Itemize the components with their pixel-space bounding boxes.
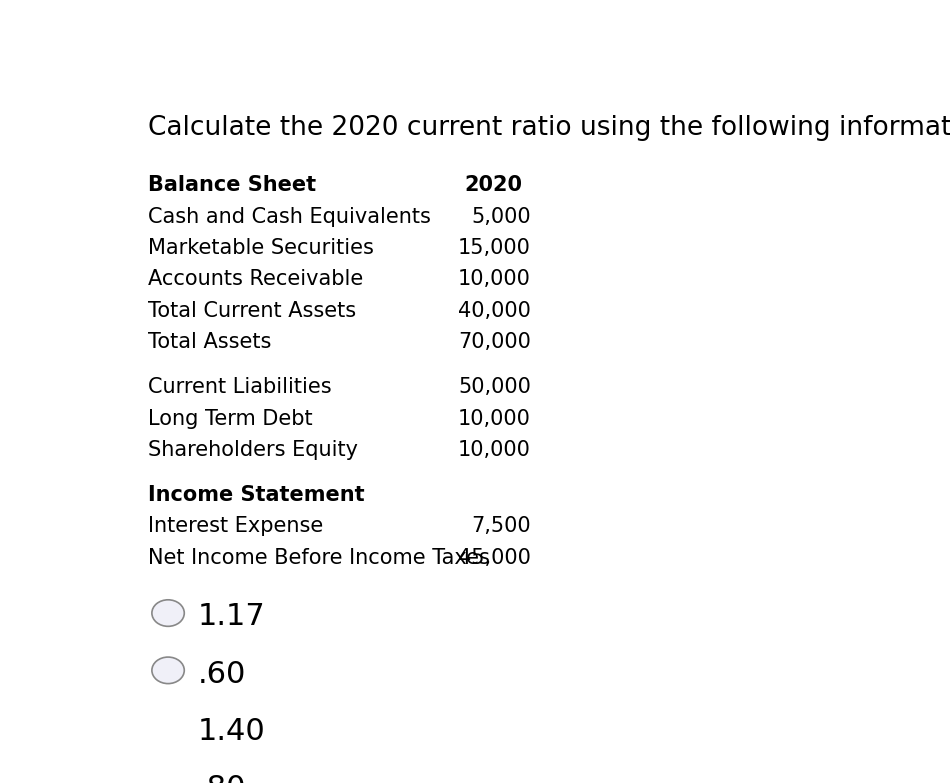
Text: Calculate the 2020 current ratio using the following information:: Calculate the 2020 current ratio using t… (148, 115, 950, 141)
Text: Interest Expense: Interest Expense (148, 516, 323, 536)
Circle shape (152, 771, 184, 783)
Text: 50,000: 50,000 (458, 377, 531, 397)
Text: 5,000: 5,000 (471, 207, 531, 227)
Text: Total Current Assets: Total Current Assets (148, 301, 356, 321)
Text: Current Liabilities: Current Liabilities (148, 377, 332, 397)
Text: 10,000: 10,000 (458, 269, 531, 290)
Text: 70,000: 70,000 (458, 332, 531, 352)
Circle shape (152, 600, 184, 626)
Text: 15,000: 15,000 (458, 238, 531, 258)
Text: Balance Sheet: Balance Sheet (148, 175, 316, 195)
Text: 10,000: 10,000 (458, 409, 531, 428)
Text: Income Statement: Income Statement (148, 485, 365, 505)
Text: 45,000: 45,000 (458, 547, 531, 568)
Text: Marketable Securities: Marketable Securities (148, 238, 374, 258)
Text: .80: .80 (198, 774, 246, 783)
Circle shape (152, 714, 184, 741)
Text: Net Income Before Income Taxes: Net Income Before Income Taxes (148, 547, 490, 568)
Text: Cash and Cash Equivalents: Cash and Cash Equivalents (148, 207, 431, 227)
Text: 1.17: 1.17 (198, 602, 265, 631)
Text: Long Term Debt: Long Term Debt (148, 409, 313, 428)
Text: .60: .60 (198, 660, 246, 689)
Text: 7,500: 7,500 (471, 516, 531, 536)
Circle shape (152, 657, 184, 684)
Text: 40,000: 40,000 (458, 301, 531, 321)
Text: 2020: 2020 (465, 175, 523, 195)
Text: Accounts Receivable: Accounts Receivable (148, 269, 364, 290)
Text: 10,000: 10,000 (458, 440, 531, 460)
Text: Total Assets: Total Assets (148, 332, 272, 352)
Text: 1.40: 1.40 (198, 717, 265, 746)
Text: Shareholders Equity: Shareholders Equity (148, 440, 358, 460)
